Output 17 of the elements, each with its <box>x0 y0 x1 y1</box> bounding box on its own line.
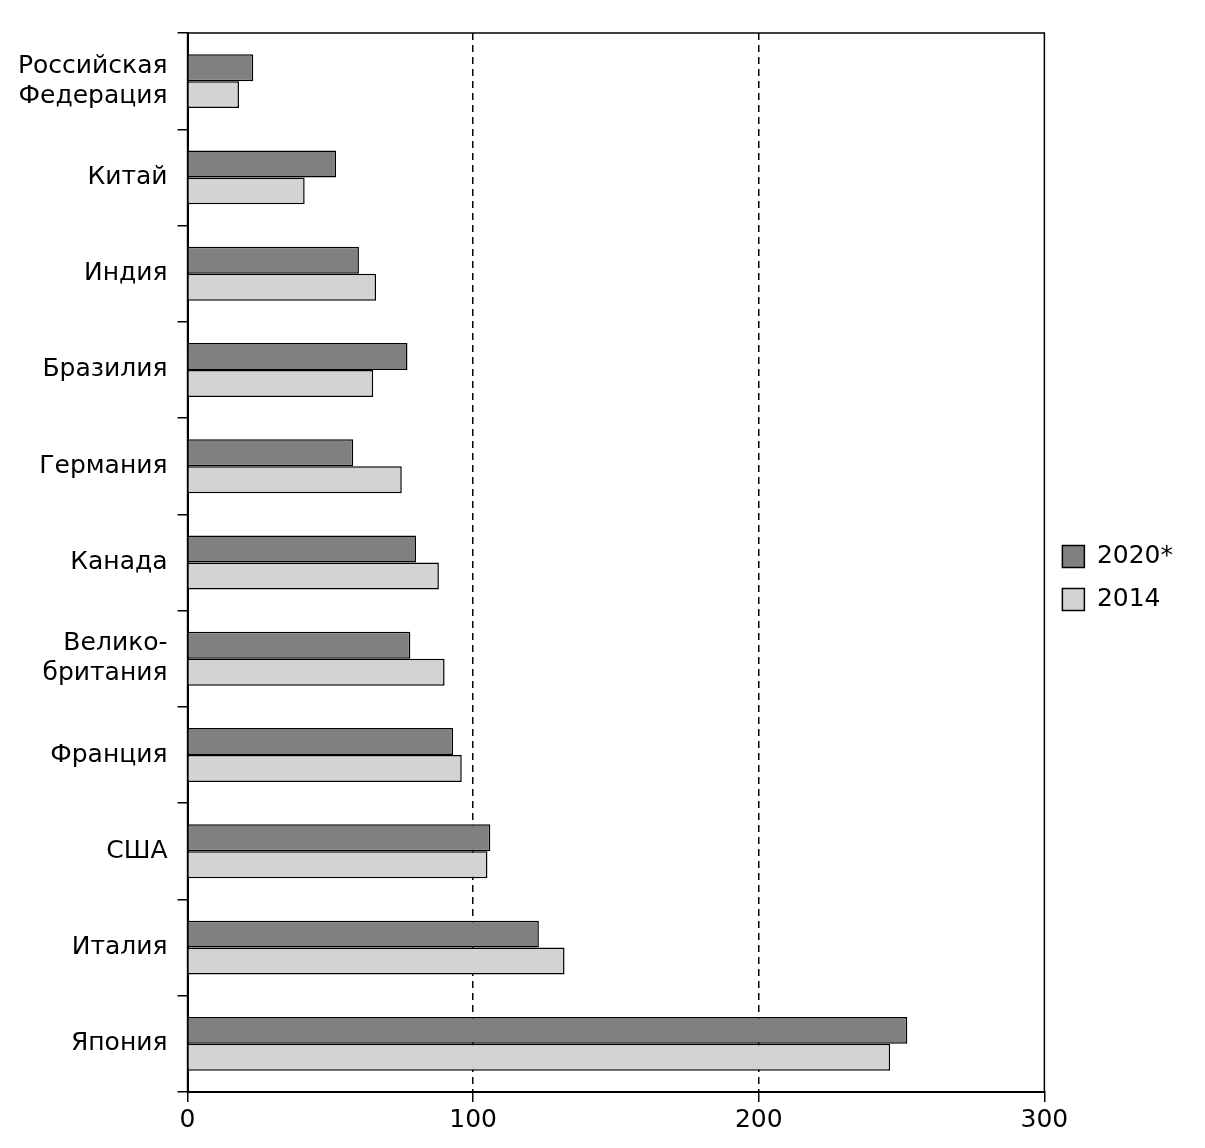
y-tick-label: Япония <box>70 1027 168 1057</box>
y-tick-label: Канада <box>70 546 168 575</box>
legend-label: 2020* <box>1096 540 1173 569</box>
y-tick-label: Велико- британия <box>42 627 168 687</box>
y-tick-label: Германия <box>39 449 168 479</box>
x-tick-label: 200 <box>734 1103 783 1133</box>
y-tick-label: Бразилия <box>42 353 168 383</box>
y-tick-label: Российская Федерация <box>18 49 168 109</box>
y-tick-label: Индия <box>83 257 168 287</box>
x-tick-label: 100 <box>449 1103 498 1133</box>
x-tick-label: 0 <box>179 1103 196 1133</box>
y-tick-label: США <box>106 834 168 864</box>
legend-label: 2014 <box>1096 583 1161 612</box>
y-tick-label: Франция <box>50 738 168 768</box>
y-tick-label: Италия <box>71 931 168 961</box>
x-tick-label: 300 <box>1020 1103 1069 1133</box>
y-tick-label: Китай <box>87 160 168 190</box>
